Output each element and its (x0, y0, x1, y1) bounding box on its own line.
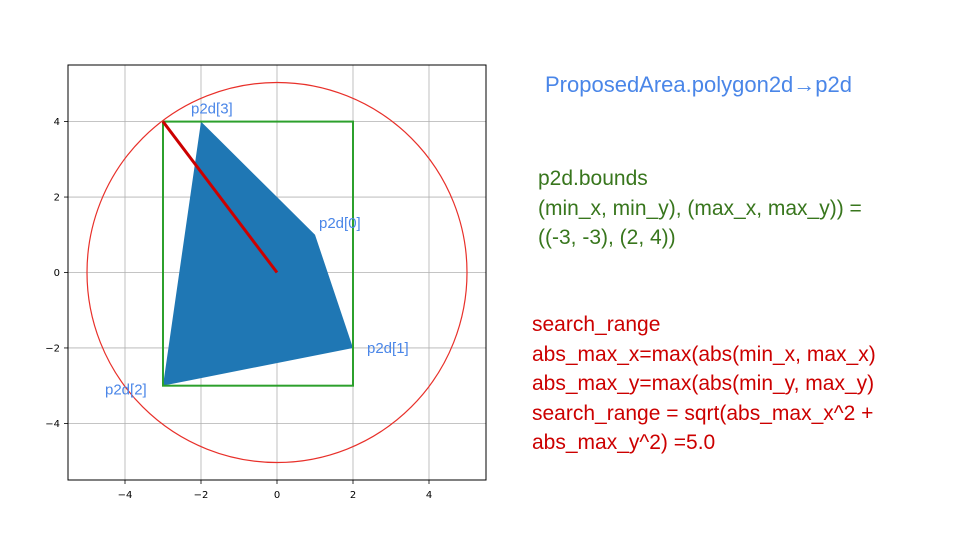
search-line: abs_max_x=max(abs(min_x, max_x) (532, 342, 876, 366)
y-tick-label: −4 (45, 419, 60, 430)
y-tick-label: 2 (54, 193, 60, 204)
bounds-text-block: p2d.bounds (min_x, min_y), (max_x, max_y… (538, 164, 862, 253)
bounds-rectangle (162, 120, 354, 387)
vertex-label: p2d[3] (191, 101, 233, 118)
x-tick-label: −2 (194, 490, 209, 501)
vertex-label: p2d[0] (319, 215, 361, 232)
vertex-label: p2d[1] (367, 340, 409, 357)
search-range-circle (86, 81, 468, 464)
vertex-labels: p2d[0] p2d[1] p2d[2] p2d[3] (105, 101, 409, 399)
bounds-line: (min_x, min_y), (max_x, max_y)) = (538, 196, 862, 220)
title-text: ProposedArea.polygon2d→p2d (545, 72, 853, 97)
x-tick-label: 4 (426, 490, 432, 501)
y-tick-label: −2 (45, 343, 60, 354)
y-tick-label: 4 (54, 117, 60, 128)
search-line: abs_max_y=max(abs(min_y, max_y) (532, 372, 875, 395)
search-range-radius-line (161, 120, 279, 274)
search-line: abs_max_y^2) =5.0 (532, 431, 716, 454)
vertex-label: p2d[2] (105, 382, 147, 399)
polygon-p2d (163, 121, 353, 386)
search-line: search_range = sqrt(abs_max_x^2 + (532, 401, 874, 425)
bounds-line: p2d.bounds (538, 167, 648, 190)
y-tick-label: 0 (54, 268, 60, 279)
search-line: search_range (532, 313, 661, 336)
x-tick-label: −4 (118, 490, 133, 501)
axis-ticks: −4 −2 0 2 4 −4 −2 0 2 4 (45, 117, 432, 501)
x-tick-label: 0 (274, 490, 280, 501)
search-range-text-block: search_range abs_max_x=max(abs(min_x, ma… (532, 310, 876, 458)
polygon-plot: −4 −2 0 2 4 −4 −2 0 2 4 p2d[0] p2d[1] p2d[2] p2d[3] (45, 64, 487, 501)
bounds-line: ((-3, -3), (2, 4)) (538, 226, 676, 249)
x-tick-label: 2 (350, 490, 356, 501)
